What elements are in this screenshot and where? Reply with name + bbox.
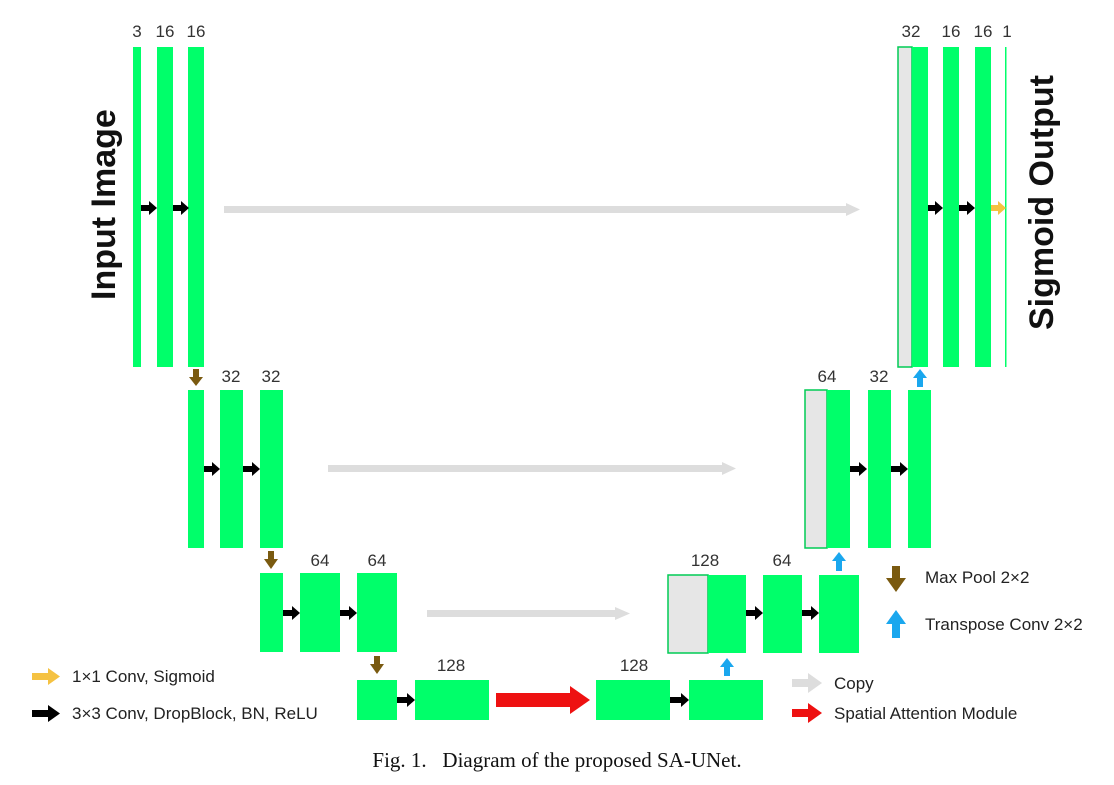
conv-arrow — [850, 462, 867, 476]
svg-text:Copy: Copy — [834, 674, 874, 693]
enc1-block-1 — [133, 47, 141, 367]
enc2-label-1: 32 — [222, 367, 241, 386]
svg-text:3×3 Conv, DropBlock, BN, ReLU: 3×3 Conv, DropBlock, BN, ReLU — [72, 704, 318, 723]
conv-arrow — [173, 201, 189, 215]
transpose-arrow — [720, 658, 734, 676]
legend-maxpool: Max Pool 2×2 — [886, 566, 1029, 592]
enc2-block-2 — [220, 390, 243, 548]
enc3-block-2 — [300, 573, 340, 652]
legend-conv3x3: 3×3 Conv, DropBlock, BN, ReLU — [32, 704, 318, 723]
figure-caption: Fig. 1. Diagram of the proposed SA-UNet. — [372, 748, 742, 772]
conv-arrow — [141, 201, 157, 215]
sa-unet-diagram: Input Image Sigmoid Output 3 16 16 32 16… — [32, 22, 1083, 723]
bottleneck-block-3 — [596, 680, 670, 720]
legend-conv1x1: 1×1 Conv, Sigmoid — [32, 667, 215, 686]
copy-arrow-level3 — [427, 607, 630, 620]
dec1-label-1: 32 — [902, 22, 921, 41]
transpose-arrow — [832, 552, 846, 571]
bottleneck-block-1 — [357, 680, 397, 720]
legend-transpose: Transpose Conv 2×2 — [886, 610, 1083, 638]
enc3-label-2: 64 — [368, 551, 387, 570]
transpose-arrow — [913, 369, 927, 387]
dec3-block-2 — [763, 575, 802, 653]
conv-arrow — [746, 606, 763, 620]
dec2-block-3 — [908, 390, 931, 548]
enc2-label-2: 32 — [262, 367, 281, 386]
dec3-label-2: 64 — [773, 551, 792, 570]
enc2-block-1 — [188, 390, 204, 548]
input-image-title: Input Image — [85, 109, 123, 300]
enc3-label-1: 64 — [311, 551, 330, 570]
conv-arrow — [243, 462, 260, 476]
dec1-label-2: 16 — [942, 22, 961, 41]
maxpool-arrow — [189, 369, 203, 386]
copy-arrow-level1 — [224, 203, 860, 216]
dec3-block-3 — [819, 575, 859, 653]
bottleneck-block-2 — [415, 680, 489, 720]
sigmoid-output-title: Sigmoid Output — [1023, 75, 1061, 330]
conv-arrow — [802, 606, 819, 620]
svg-text:1×1 Conv, Sigmoid: 1×1 Conv, Sigmoid — [72, 667, 215, 686]
enc3-block-1 — [260, 573, 283, 652]
maxpool-arrow — [264, 551, 278, 569]
dec1-block-3 — [975, 47, 991, 367]
enc1-block-2 — [157, 47, 173, 367]
dec2-concat-copy — [804, 389, 828, 549]
copy-arrow-level2 — [328, 462, 736, 475]
enc2-block-3 — [260, 390, 283, 548]
conv-arrow — [959, 201, 975, 215]
svg-text:Max Pool 2×2: Max Pool 2×2 — [925, 568, 1029, 587]
dec2-block-2 — [868, 390, 891, 548]
dec1-label-3: 16 — [974, 22, 993, 41]
enc1-label-3: 16 — [187, 22, 206, 41]
conv-arrow — [928, 201, 943, 215]
dec1-output-block — [1005, 47, 1007, 367]
conv-arrow — [340, 606, 357, 620]
sigmoid-arrow — [991, 201, 1006, 215]
conv-arrow — [204, 462, 220, 476]
svg-text:Spatial Attention Module: Spatial Attention Module — [834, 704, 1017, 723]
maxpool-arrow — [370, 656, 384, 674]
spatial-attention-arrow — [496, 686, 590, 714]
svg-text:Transpose Conv 2×2: Transpose Conv 2×2 — [925, 615, 1083, 634]
enc1-block-3 — [188, 47, 204, 367]
conv-arrow — [670, 693, 689, 707]
enc1-label-1: 3 — [132, 22, 141, 41]
dec3-concat-copy — [667, 574, 709, 654]
enc3-block-3 — [357, 573, 397, 652]
legend-sam: Spatial Attention Module — [792, 703, 1017, 723]
dec2-label-1: 64 — [818, 367, 837, 386]
bottleneck-label-2: 128 — [620, 656, 648, 675]
conv-arrow — [397, 693, 415, 707]
conv-arrow — [891, 462, 908, 476]
bottleneck-block-4 — [689, 680, 763, 720]
dec1-block-2 — [943, 47, 959, 367]
dec2-label-2: 32 — [870, 367, 889, 386]
conv-arrow — [283, 606, 300, 620]
dec3-concat-up — [708, 575, 746, 653]
legend-copy: Copy — [792, 673, 874, 693]
dec1-concat-up — [912, 47, 928, 367]
dec1-concat-copy — [897, 46, 913, 368]
bottleneck-label-1: 128 — [437, 656, 465, 675]
dec1-label-4: 1 — [1002, 22, 1011, 41]
dec2-concat-up — [827, 390, 850, 548]
dec3-label-1: 128 — [691, 551, 719, 570]
enc1-label-2: 16 — [156, 22, 175, 41]
